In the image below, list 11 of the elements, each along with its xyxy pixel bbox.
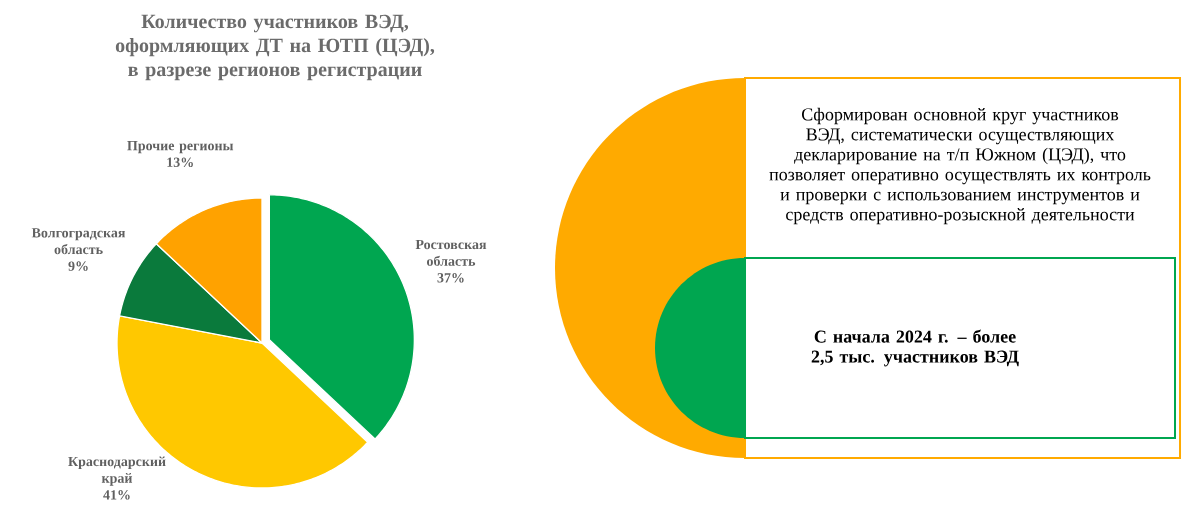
data-label: 41% (103, 490, 130, 500)
slice-label: Прочие регионы (127, 141, 234, 154)
slice-label: Волгоградская область (31, 228, 126, 255)
text: С начала 2024 г. – более 2,5 тыс. участников ВЭД (811, 329, 1019, 367)
data-label: 9% (68, 261, 88, 271)
text: Сформирован основной круг участников ВЭД, систематически осуществляющих декларирование на т/п Южном (ЦЭД), что позволяет оперативно осуществлять их контроль и проверки с использованием инструментов и средств оперативно-розыскной деятельности (769, 107, 1151, 225)
data-label: 37% (437, 273, 464, 283)
chart-title: Количество участников ВЭД, оформляющих ДТ на ЮТП (ЦЭД), в разрезе регионов регистрации (115, 14, 435, 81)
slice-label: Ростовская область (415, 239, 487, 266)
data-label: 13% (167, 157, 193, 168)
slice-label: Краснодарский край (68, 456, 166, 486)
